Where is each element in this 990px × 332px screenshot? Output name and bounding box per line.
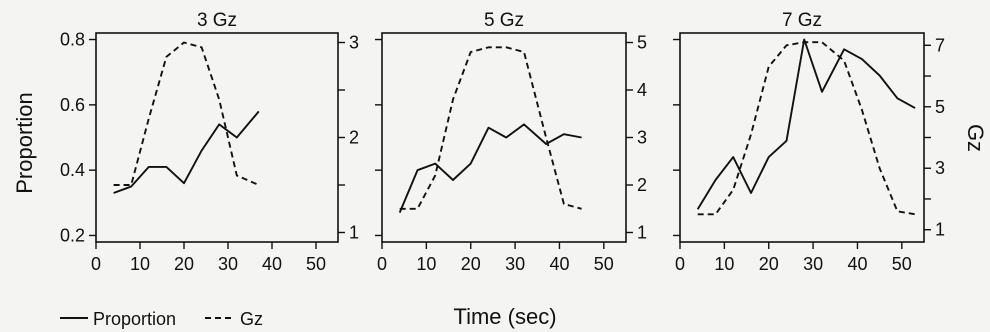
- series-line-proportion: [113, 110, 260, 194]
- plot-frame: [381, 32, 627, 243]
- panel-2: 5 Gz 0 10 20 30 40 50 1 2 3 4 5: [375, 10, 647, 274]
- series-line-gz: [399, 46, 582, 210]
- y-tick-label-right: 1: [349, 223, 359, 243]
- x-tick-label: 50: [892, 254, 912, 274]
- series-line-gz: [697, 41, 916, 216]
- y-tick-label-left: 0.8: [60, 30, 85, 50]
- series-line-gz: [113, 41, 260, 186]
- x-tick-label: 10: [130, 254, 150, 274]
- y-tick-label-right: 7: [935, 35, 945, 55]
- panel-3: 7 Gz 0 10 20 30 40 50 1 3 5 7: [673, 10, 945, 274]
- legend: Proportion Gz: [60, 309, 263, 329]
- y-tick-label-left: 0.4: [60, 160, 85, 180]
- y-tick-label-right: 5: [637, 33, 647, 53]
- x-tick-label: 20: [759, 254, 779, 274]
- y-tick-label-right: 4: [637, 80, 647, 100]
- y-tick-label-right: 1: [935, 220, 945, 240]
- x-tick-label: 40: [549, 254, 569, 274]
- panel-title: 5 Gz: [484, 10, 524, 31]
- x-tick-label: 40: [262, 254, 282, 274]
- x-tick-label: 30: [218, 254, 238, 274]
- x-tick-label: 40: [847, 254, 867, 274]
- panel-1: 3 Gz 0 10 20 30 40 50 0.2 0.4 0.6 0.8 1 2 3: [60, 10, 359, 274]
- x-tick-label: 0: [377, 254, 387, 274]
- y-tick-label-right: 5: [935, 97, 945, 117]
- y-tick-label-right: 3: [935, 158, 945, 178]
- plot-frame: [679, 32, 925, 243]
- y-tick-label-right: 3: [637, 128, 647, 148]
- x-tick-label: 30: [505, 254, 525, 274]
- x-tick-label: 0: [675, 254, 685, 274]
- y-tick-label-left: 0.6: [60, 95, 85, 115]
- series-line-proportion: [398, 123, 582, 213]
- y-tick-label-right: 2: [637, 175, 647, 195]
- legend-label-proportion: Proportion: [93, 309, 176, 329]
- y-tick-label-right: 3: [349, 33, 359, 53]
- plot-frame: [95, 32, 339, 243]
- x-tick-label: 50: [306, 254, 326, 274]
- x-axis-label: Time (sec): [453, 304, 556, 329]
- x-tick-label: 20: [461, 254, 481, 274]
- y-tick-label-right: 2: [349, 128, 359, 148]
- x-tick-label: 10: [714, 254, 734, 274]
- panel-title: 3 Gz: [197, 10, 237, 31]
- y-axis-label-left: Proportion: [12, 92, 37, 194]
- y-tick-label-right: 1: [637, 223, 647, 243]
- y-axis-label-right: Gz: [963, 124, 988, 152]
- x-tick-label: 50: [594, 254, 614, 274]
- x-tick-label: 20: [174, 254, 194, 274]
- x-tick-label: 0: [91, 254, 101, 274]
- series-line-proportion: [696, 38, 916, 210]
- legend-label-gz: Gz: [240, 309, 263, 329]
- x-tick-label: 10: [416, 254, 436, 274]
- panel-title: 7 Gz: [782, 10, 822, 31]
- y-tick-label-left: 0.2: [60, 225, 85, 245]
- x-tick-label: 30: [803, 254, 823, 274]
